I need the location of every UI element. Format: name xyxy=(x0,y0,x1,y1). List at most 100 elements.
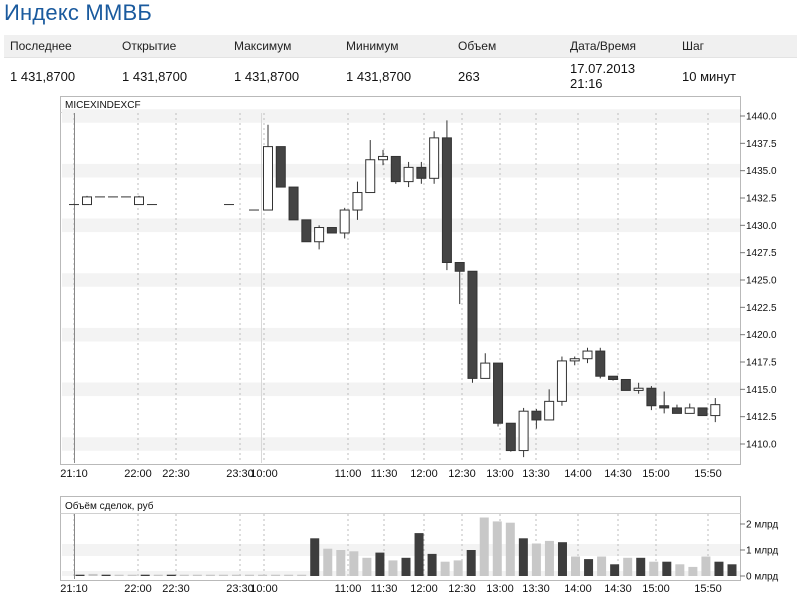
price-candle xyxy=(263,124,273,211)
volume-xtick-label: 13:00 xyxy=(486,583,514,595)
volume-xtick-label: 22:30 xyxy=(162,583,190,595)
volume-bar xyxy=(401,557,411,576)
header-step: Шаг xyxy=(676,35,797,58)
price-ytick-label: 1415.0 xyxy=(746,385,777,396)
price-candle xyxy=(352,181,363,220)
price-ytick-label: 1432.5 xyxy=(746,194,777,205)
price-xtick-label: 23:30 xyxy=(226,468,254,480)
volume-bar xyxy=(153,574,163,576)
volume-bar xyxy=(166,574,176,576)
volume-bar xyxy=(88,573,98,576)
price-ytick-label: 1417.5 xyxy=(746,358,777,369)
volume-bar xyxy=(218,574,228,576)
volume-xtick-label: 21:10 xyxy=(60,583,88,595)
price-candle xyxy=(326,227,337,234)
volume-bar xyxy=(688,566,698,576)
volume-xtick-label: 22:00 xyxy=(124,583,152,595)
price-candle xyxy=(82,195,92,206)
volume-panel-title: Объём сделок, руб xyxy=(65,500,154,512)
volume-bar xyxy=(179,574,189,576)
price-candle xyxy=(454,262,465,305)
volume-bar xyxy=(544,540,554,576)
volume-bar xyxy=(375,552,385,576)
volume-bar xyxy=(427,553,437,576)
volume-bar xyxy=(505,522,515,576)
price-candle xyxy=(339,207,350,239)
volume-bar xyxy=(531,543,541,576)
volume-xtick-label: 12:00 xyxy=(410,583,438,595)
volume-bar xyxy=(675,564,685,576)
volume-xtick-label: 11:30 xyxy=(371,583,398,595)
volume-bar xyxy=(623,557,633,576)
price-candle xyxy=(288,186,299,221)
price-xtick-label: 22:30 xyxy=(162,468,190,480)
price-xtick-label: 14:30 xyxy=(604,468,632,480)
price-xtick-label: 15:00 xyxy=(642,468,670,480)
price-candle xyxy=(684,403,695,414)
price-ytick-label: 1437.5 xyxy=(746,139,777,150)
price-xtick-label: 12:30 xyxy=(448,468,476,480)
price-ytick-label: 1425.0 xyxy=(746,276,777,287)
volume-bar xyxy=(140,574,150,576)
volume-bar xyxy=(518,538,528,576)
volume-bar xyxy=(323,548,333,576)
volume-bar xyxy=(597,556,607,576)
volume-bar xyxy=(101,574,111,576)
value-last: 1 431,8700 xyxy=(10,68,76,84)
price-candle xyxy=(480,353,491,379)
value-open: 1 431,8700 xyxy=(122,68,188,84)
price-ytick-label: 1420.0 xyxy=(746,330,777,341)
price-candle xyxy=(390,155,401,184)
volume-ytick-label: 1 млрд xyxy=(746,546,778,557)
price-candle xyxy=(378,149,389,166)
price-band xyxy=(62,109,740,123)
price-candle xyxy=(595,347,606,379)
price-band xyxy=(62,382,740,397)
volume-xtick-label: 13:30 xyxy=(522,583,550,595)
volume-bar xyxy=(362,557,372,576)
volume-bar xyxy=(414,533,424,576)
value-low: 1 431,8700 xyxy=(346,68,412,84)
volume-bar xyxy=(297,574,307,576)
header-last: Последнее xyxy=(4,35,116,58)
price-xtick-label: 13:00 xyxy=(486,468,514,480)
price-band xyxy=(62,218,740,233)
price-xtick-label: 21:10 xyxy=(60,468,88,480)
volume-xtick-label: 10:00 xyxy=(250,583,278,595)
value-high: 1 431,8700 xyxy=(234,68,300,84)
volume-bar xyxy=(349,551,359,576)
price-candle xyxy=(134,195,144,206)
header-high: Максимум xyxy=(228,35,340,58)
price-candle xyxy=(429,131,440,184)
volume-bar xyxy=(310,538,320,576)
volume-xtick-label: 14:30 xyxy=(604,583,632,595)
volume-xtick-label: 12:30 xyxy=(448,583,476,595)
price-candle xyxy=(620,378,631,391)
price-candle xyxy=(697,407,708,417)
header-datetime: Дата/Время xyxy=(564,35,676,58)
price-ytick-label: 1410.0 xyxy=(746,440,777,451)
price-candle xyxy=(505,422,516,452)
price-xtick-label: 11:00 xyxy=(335,468,362,480)
volume-xtick-label: 23:30 xyxy=(226,583,254,595)
volume-xtick-label: 11:00 xyxy=(335,583,362,595)
page-title: Индекс ММВБ xyxy=(4,0,152,25)
price-candle xyxy=(518,407,529,458)
price-xtick-label: 10:00 xyxy=(250,468,278,480)
volume-bar xyxy=(271,574,281,576)
volume-ytick-label: 0 млрд xyxy=(746,572,778,583)
price-candle xyxy=(569,356,580,366)
quote-header-row: Последнее Открытие Максимум Минимум Объе… xyxy=(4,35,797,58)
price-candle xyxy=(633,382,644,394)
price-candle xyxy=(275,146,286,188)
volume-bar xyxy=(388,560,398,576)
price-candle xyxy=(441,120,452,271)
volume-bar xyxy=(701,556,711,576)
value-step: 10 минут xyxy=(682,68,736,84)
price-xtick-label: 13:30 xyxy=(522,468,550,480)
price-candle xyxy=(403,161,414,188)
price-panel-title: MICEXINDEXCF xyxy=(65,100,141,111)
price-xtick-label: 14:00 xyxy=(564,468,592,480)
price-candle xyxy=(671,404,682,414)
price-xtick-label: 12:00 xyxy=(410,468,438,480)
